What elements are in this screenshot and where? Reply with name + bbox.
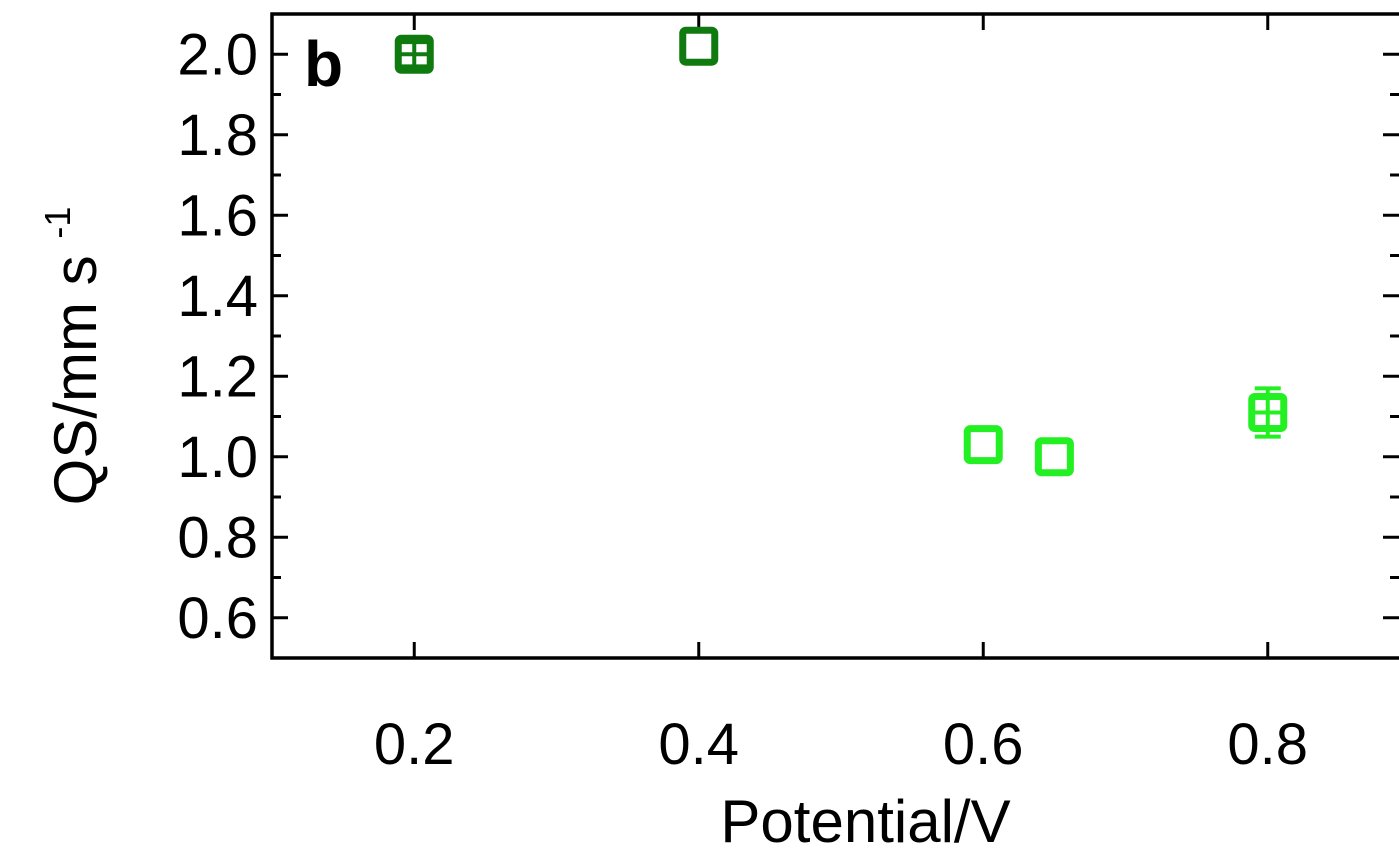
x-tick-label: 0.6 — [943, 712, 1024, 777]
x-axis-title: Potential/V — [720, 788, 1010, 852]
y-tick-label: 1.6 — [177, 183, 258, 248]
data-points — [394, 26, 1288, 477]
data-point — [1034, 437, 1074, 477]
y-tick-label: 0.8 — [177, 505, 258, 570]
y-tick-label: 1.4 — [177, 264, 258, 329]
y-tick-label: 0.6 — [177, 586, 258, 651]
y-axis-title: QS/mm s -1 — [37, 207, 109, 506]
square-marker — [1034, 437, 1074, 477]
data-point — [394, 34, 434, 74]
x-tick-label: 0.8 — [1227, 712, 1308, 777]
data-point — [963, 425, 1003, 465]
square-marker — [1248, 392, 1288, 432]
tick-labels: 0.6 0.8 1.0 1.2 1.4 1.6 1.8 2.0 0.2 0.4 0.6 0.8 — [177, 22, 1308, 777]
square-marker — [394, 34, 434, 74]
square-marker — [679, 26, 719, 66]
panel-label: b — [304, 28, 343, 100]
x-tick-label: 0.4 — [658, 712, 739, 777]
x-tick-label: 0.2 — [374, 712, 455, 777]
data-point — [679, 26, 719, 66]
ticks — [272, 14, 1399, 658]
data-point — [1248, 386, 1288, 439]
y-axis-title-text: QS/mm s — [42, 255, 109, 505]
y-tick-label: 1.8 — [177, 103, 258, 168]
y-tick-label: 1.0 — [177, 425, 258, 490]
axes — [270, 12, 1399, 660]
square-marker — [963, 425, 1003, 465]
y-tick-label: 2.0 — [177, 22, 258, 87]
plot-frame — [270, 12, 1399, 660]
y-tick-label: 1.2 — [177, 344, 258, 409]
y-axis-title-superscript: -1 — [37, 207, 78, 239]
